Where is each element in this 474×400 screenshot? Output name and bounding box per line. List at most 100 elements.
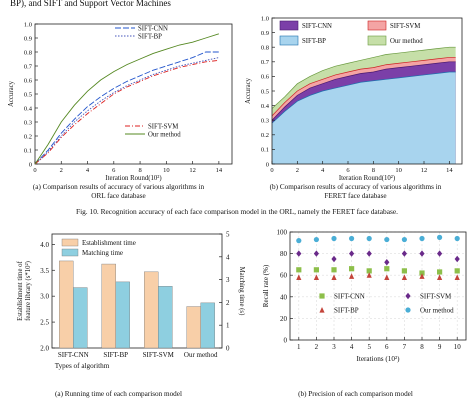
legend-label: SIFT-BP: [138, 33, 162, 40]
point-sift-bp: [349, 273, 355, 279]
legend-label: Our method: [390, 38, 423, 45]
y-tick-label: 0.5: [24, 91, 32, 98]
series-line-our-method: [34, 33, 220, 165]
y-tick-label: 0.1: [261, 147, 269, 154]
bar-establishment-time: [59, 260, 74, 349]
point-sift-cnn: [331, 267, 337, 273]
point-sift-bp: [401, 274, 407, 280]
x-tick-label: 7: [403, 343, 407, 351]
point-sift-svm: [313, 250, 319, 257]
y-axis-label-left-1: Establishment time of: [17, 260, 24, 320]
point-sift-bp: [384, 274, 390, 280]
y-tick-label: 0.4: [261, 103, 270, 110]
point-our-method: [366, 235, 372, 242]
legend-marker-sift-bp: [319, 307, 325, 313]
point-our-method: [349, 235, 355, 242]
legend-label: Matching time: [82, 249, 123, 257]
y-tick-label-right: 4: [226, 253, 230, 261]
legend-swatch-our-method: [367, 35, 387, 46]
series-line-sift-svm: [34, 59, 219, 165]
point-our-method: [313, 236, 319, 243]
legend-label: SIFT-SVM: [390, 23, 420, 30]
point-sift-cnn: [419, 270, 425, 276]
y-tick-label: 40: [280, 293, 288, 301]
legend-swatch-establishment-time: [61, 238, 79, 247]
series-edge-sift-cnn: [271, 61, 456, 121]
y-tick-label-right: 3: [226, 276, 230, 284]
subcaption-precision: (b) Precision of each comparison model: [298, 390, 413, 398]
x-tick-label: 8: [138, 167, 141, 174]
point-sift-svm: [454, 255, 460, 263]
x-tick-label: 0: [33, 167, 36, 174]
x-tick-label: 2: [296, 167, 299, 174]
x-tick-label: 4: [321, 167, 325, 174]
y-tick-label-left: 3.5: [40, 267, 49, 275]
y-tick-label: 0.7: [261, 59, 270, 66]
point-sift-bp: [437, 274, 443, 280]
bar-establishment-time: [144, 271, 159, 349]
header-text: BP), and SIFT and Support Vector Machine…: [10, 0, 171, 8]
y-tick-label: 80: [280, 250, 288, 258]
point-sift-cnn: [401, 268, 407, 274]
y-tick-label-right: 0: [226, 345, 230, 353]
legend-label: Establishment time: [82, 239, 136, 247]
chart-feret-accuracy: 0 0.1 0.2 0.3 0.4 0.5 0.6 0.7 0.8 0.9 1.0 0 2 4 6 8 10 12…: [245, 15, 463, 182]
category-label: SIFT-SVM: [143, 351, 175, 359]
x-axis-label: Iteration Round(10²): [339, 175, 395, 182]
chart-orl-accuracy: 0 0.1 0.2 0.3 0.4 0.5 0.6 0.7 0.8 0.9 1.0 0 2 4 6 8 10 12…: [8, 21, 233, 182]
x-tick-label: 10: [163, 167, 170, 174]
y-tick-label-right: 1: [226, 322, 230, 330]
subcaption-feret-1: (b) Comparison results of accuracy of va…: [269, 183, 442, 191]
legend-swatch-sift-cnn: [279, 20, 299, 31]
x-tick-label: 2: [60, 167, 63, 174]
subcaption-running-time: (a) Running time of each comparison mode…: [55, 390, 182, 398]
y-tick-label: 1.0: [24, 21, 32, 28]
bar-matching-time: [115, 281, 130, 349]
x-tick-label: 4: [86, 167, 90, 174]
y-tick-label: 1.0: [261, 15, 269, 22]
y-tick-label-left: 4.0: [40, 241, 49, 249]
series-line-sift-bp: [34, 57, 219, 165]
x-axis-label: Iterations (10²): [356, 355, 400, 363]
point-sift-svm: [419, 250, 425, 257]
chart-running-time: 2.0 2.5 3.0 3.5 4.0 0 1 2 3 4 5 SIFT-CNN SIFT-BP SIFT…: [17, 231, 245, 371]
point-sift-bp: [296, 274, 302, 280]
legend-label: SIFT-CNN: [334, 293, 365, 301]
category-label: SIFT-CNN: [58, 351, 89, 359]
point-our-method: [401, 236, 407, 243]
y-tick-label: 0: [266, 161, 269, 168]
legend-label: Our method: [420, 307, 454, 315]
x-tick-label: 12: [421, 167, 428, 174]
bar-establishment-time: [186, 306, 201, 349]
plot-frame: [289, 231, 467, 341]
y-tick-label-left: 3.0: [40, 293, 49, 301]
point-our-method: [296, 238, 302, 244]
x-tick-label: 10: [395, 167, 402, 174]
legend-label: SIFT-CNN: [138, 25, 168, 32]
point-our-method: [384, 236, 390, 243]
point-sift-svm: [437, 250, 443, 257]
series-area-sift-bp: [272, 72, 456, 164]
y-tick-label: 60: [280, 272, 288, 280]
y-tick-label: 0: [29, 161, 32, 168]
point-sift-svm: [384, 259, 390, 266]
x-tick-label: 1: [297, 343, 301, 351]
point-sift-bp: [366, 272, 372, 278]
x-tick-label: 4: [350, 343, 354, 351]
y-tick-label: 0.2: [24, 133, 32, 140]
bar-matching-time: [73, 287, 88, 349]
subcaption-orl-1: (a) Comparison results of accuracy of va…: [32, 183, 205, 191]
legend-marker-sift-cnn: [319, 293, 325, 299]
point-sift-svm: [296, 250, 302, 257]
legend-label: SIFT-BP: [302, 38, 326, 45]
subcaption-orl-2: ORL face database: [91, 192, 146, 200]
legend-marker-sift-svm: [405, 292, 411, 300]
y-tick-label: 0.4: [24, 105, 33, 112]
legend-label: SIFT-SVM: [148, 123, 178, 130]
y-tick-label: 0.7: [24, 63, 33, 70]
y-tick-label-right: 5: [226, 231, 230, 239]
legend-swatch-matching-time: [61, 248, 79, 257]
x-tick-label: 14: [446, 167, 453, 174]
x-tick-label: 2: [315, 343, 319, 351]
